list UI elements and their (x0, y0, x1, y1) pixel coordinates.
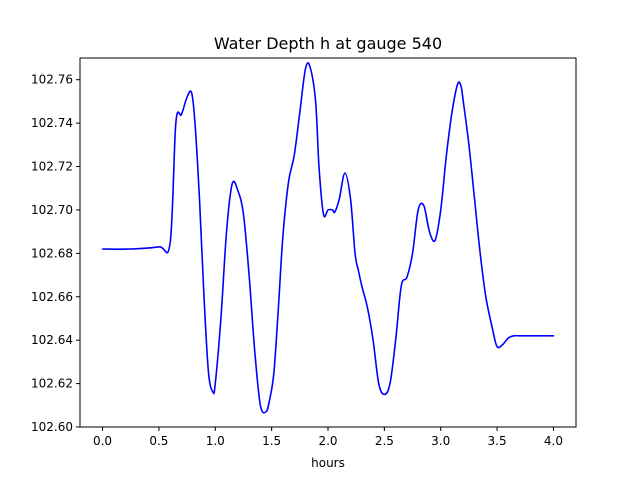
y-tick-label: 102.76 (31, 73, 73, 87)
y-tick-label: 102.66 (31, 290, 73, 304)
x-axis: 0.0 0.5 1.0 1.5 2.0 2.5 3.0 3.5 4.0 (93, 427, 563, 448)
y-tick-label: 102.60 (31, 420, 73, 434)
y-tick-label: 102.74 (31, 116, 73, 130)
chart-title: Water Depth h at gauge 540 (214, 34, 442, 53)
y-tick-label: 102.72 (31, 160, 73, 174)
x-tick-label: 0.0 (93, 434, 112, 448)
y-tick-label: 102.68 (31, 246, 73, 260)
x-tick-label: 3.5 (488, 434, 507, 448)
plot-area (79, 57, 577, 428)
x-tick-label: 2.0 (318, 434, 337, 448)
x-tick-label: 4.0 (544, 434, 563, 448)
plot-frame (79, 57, 577, 428)
y-tick-label: 102.64 (31, 333, 73, 347)
y-axis: 102.60 102.62 102.64 102.66 102.68 102.70 102.… (31, 73, 80, 434)
x-tick-label: 3.0 (431, 434, 450, 448)
y-tick-label: 102.62 (31, 377, 73, 391)
x-tick-label: 2.5 (375, 434, 394, 448)
x-tick-label: 1.5 (262, 434, 281, 448)
x-tick-label: 0.5 (149, 434, 168, 448)
x-axis-label: hours (311, 456, 345, 470)
x-tick-label: 1.0 (206, 434, 225, 448)
y-tick-label: 102.70 (31, 203, 73, 217)
series-layer (101, 62, 555, 414)
series-line (101, 62, 555, 414)
